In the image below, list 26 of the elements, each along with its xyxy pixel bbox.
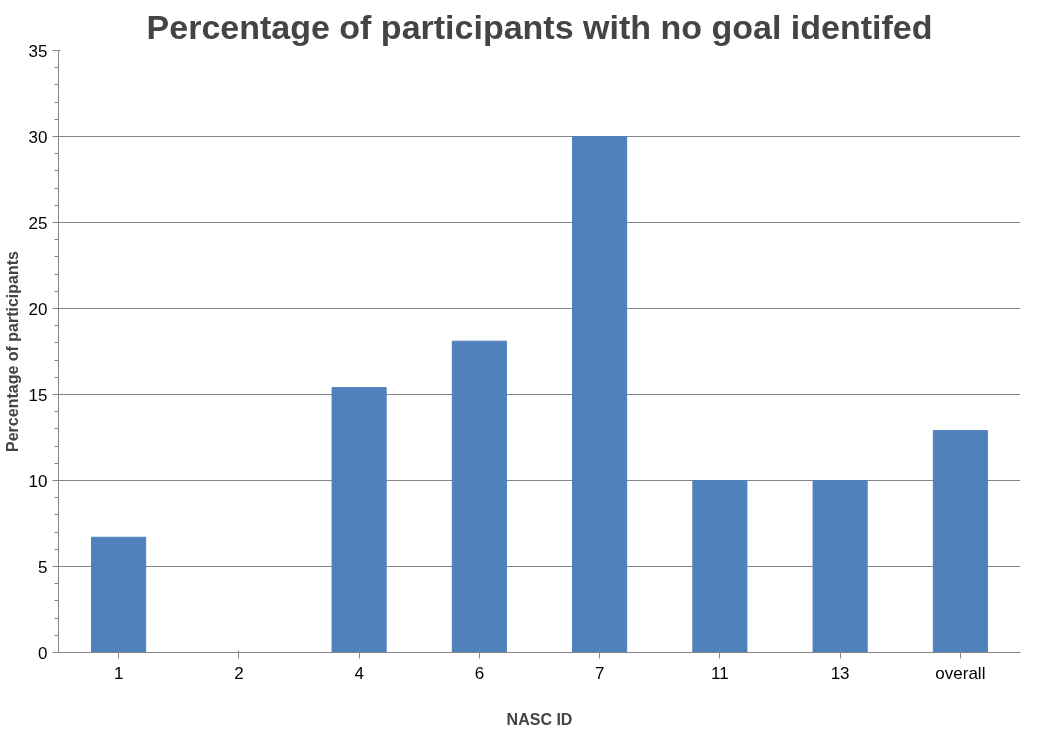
y-axis-title: Percentage of participants	[3, 250, 21, 452]
y-tick-label: 25	[28, 213, 48, 233]
bar	[692, 480, 748, 653]
y-tick-label: 10	[28, 471, 48, 491]
bar	[932, 430, 988, 653]
x-tick-label: 4	[354, 663, 364, 683]
x-tick-label: 13	[830, 663, 850, 683]
x-tick-label: 7	[594, 663, 605, 683]
y-tick-label: 20	[28, 299, 48, 319]
bar	[572, 136, 628, 653]
y-tick-label: 15	[28, 385, 48, 405]
bar	[91, 536, 147, 653]
x-tick-label: 2	[234, 663, 244, 683]
x-tick-label: 1	[113, 663, 124, 683]
x-tick-label: overall	[935, 663, 986, 683]
bar	[451, 340, 507, 653]
y-tick-label: 5	[38, 557, 48, 577]
bar	[331, 387, 387, 653]
chart-title: Percentage of participants with no goal identifed	[146, 7, 933, 46]
y-tick-label: 30	[28, 127, 48, 147]
x-axis-title: NASC ID	[506, 710, 573, 728]
bar	[812, 480, 868, 653]
x-tick-label: 11	[711, 663, 729, 683]
y-tick-label: 35	[28, 41, 48, 61]
x-tick-label: 6	[474, 663, 485, 683]
y-tick-label: 0	[38, 643, 48, 663]
